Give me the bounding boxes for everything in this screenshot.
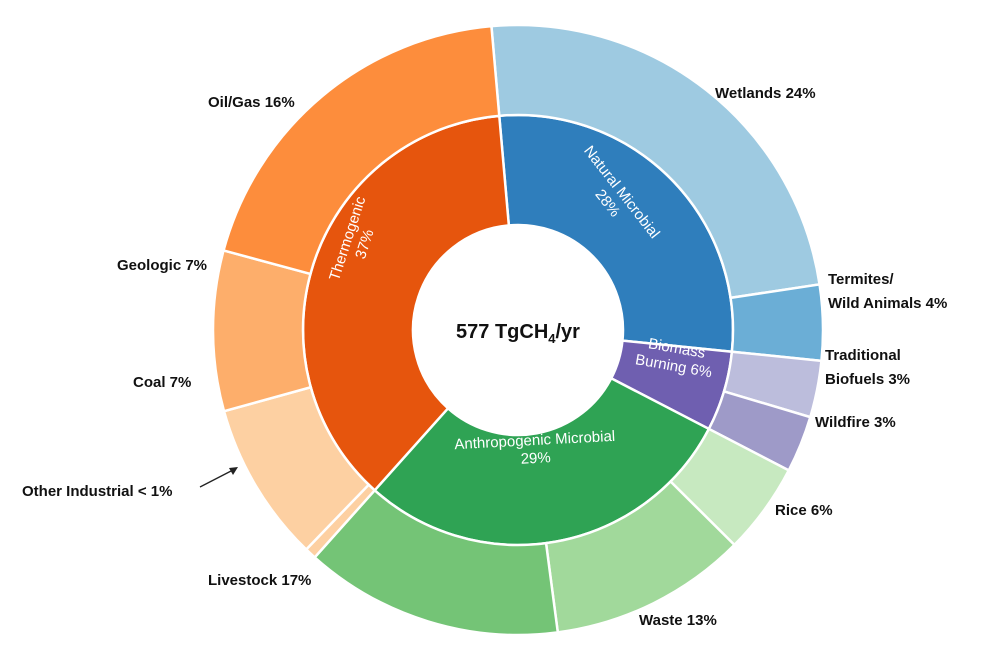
- label-wetlands: Wetlands 24%: [715, 85, 816, 102]
- other-industrial-arrow-icon: [199, 467, 238, 488]
- label-termites-line1: Termites/: [828, 271, 894, 288]
- label-traditional-biofuels-line1: Traditional: [825, 347, 901, 364]
- outer-segment-wetlands: [490, 23, 821, 300]
- center-total-label: 577 TgCH4/yr: [456, 321, 580, 346]
- label-rice: Rice 6%: [775, 502, 833, 519]
- label-termites-line2: Wild Animals 4%: [828, 295, 947, 312]
- outer-ring: [211, 23, 825, 637]
- label-waste: Waste 13%: [639, 612, 717, 629]
- outer-segment-oil-gas: [222, 24, 501, 276]
- label-traditional-biofuels-line2: Biofuels 3%: [825, 371, 910, 388]
- label-oil-gas: Oil/Gas 16%: [208, 94, 295, 111]
- outer-segment-geologic: [211, 248, 313, 413]
- label-coal: Coal 7%: [133, 374, 191, 391]
- label-other-industrial: Other Industrial < 1%: [22, 483, 172, 500]
- label-wildfire: Wildfire 3%: [815, 414, 896, 431]
- label-geologic: Geologic 7%: [117, 257, 207, 274]
- inner-ring: [301, 113, 735, 547]
- outer-segment-termites-wild-animals: [729, 282, 825, 363]
- label-livestock: Livestock 17%: [208, 572, 311, 589]
